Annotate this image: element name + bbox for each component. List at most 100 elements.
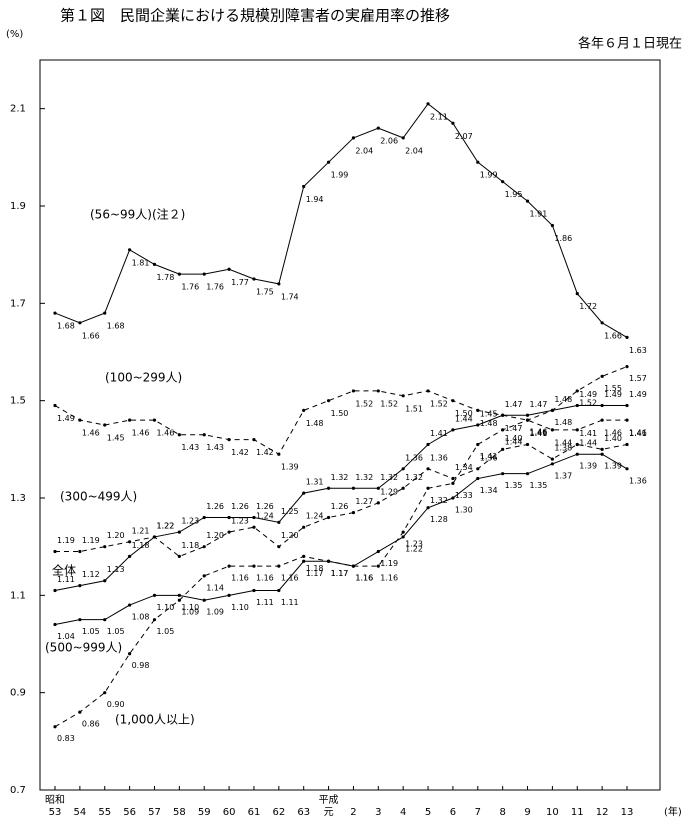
point: [426, 102, 430, 106]
point: [625, 442, 629, 447]
y-unit: (%): [6, 29, 23, 40]
series-label: (56~99人)(注２): [90, 207, 185, 222]
point: [351, 486, 356, 490]
value-label: 1.05: [107, 627, 125, 636]
x-tick-label: 5: [425, 807, 431, 818]
point: [277, 545, 281, 549]
value-label: 1.48: [480, 419, 498, 428]
y-tick-label: 0.9: [10, 688, 26, 699]
x-tick-label: 63: [297, 807, 310, 818]
point: [525, 413, 530, 417]
value-label: 1.44: [579, 438, 597, 447]
point: [326, 399, 331, 403]
value-label: 1.41: [430, 429, 448, 438]
point: [302, 525, 306, 529]
value-label: 0.98: [132, 661, 150, 670]
value-label: 1.46: [156, 429, 174, 438]
plot-frame: [39, 59, 661, 791]
value-label: 1.50: [455, 409, 473, 418]
value-label: 1.46: [82, 429, 100, 438]
point: [78, 549, 82, 554]
point: [600, 321, 604, 325]
point: [376, 564, 380, 568]
point: [600, 374, 604, 378]
value-label: 1.20: [107, 531, 125, 540]
value-label: 1.68: [107, 322, 125, 331]
point: [152, 618, 157, 622]
value-label: 1.46: [604, 429, 622, 438]
point: [103, 691, 107, 695]
value-label: 1.23: [231, 517, 249, 526]
value-label: 2.11: [430, 112, 448, 121]
x-tick-label: 13: [621, 807, 634, 818]
value-label: 1.35: [530, 481, 548, 490]
point: [401, 467, 405, 471]
point: [53, 549, 57, 554]
point: [78, 321, 82, 325]
x-tick-label: 57: [148, 807, 161, 818]
value-label: 1.10: [156, 603, 174, 612]
series-line: [55, 443, 628, 557]
point: [326, 559, 331, 563]
value-label: 1.16: [355, 574, 373, 583]
chart-title: 第１図 民間企業における規模別障害者の実雇用率の推移: [60, 7, 450, 25]
point: [177, 554, 181, 559]
point: [128, 603, 132, 607]
point: [575, 389, 579, 393]
point: [476, 160, 480, 164]
point: [426, 389, 430, 393]
value-label: 1.81: [132, 258, 150, 267]
point: [326, 160, 331, 164]
value-label: 1.47: [505, 400, 523, 409]
point: [53, 311, 57, 315]
value-label: 1.51: [405, 404, 423, 413]
value-label: 1.34: [480, 486, 498, 495]
value-label: 1.55: [604, 384, 622, 393]
y-tick-label: 1.9: [10, 201, 26, 212]
value-label: 1.99: [331, 171, 349, 180]
value-label: 1.24: [256, 512, 274, 521]
value-label: 1.52: [430, 399, 448, 408]
value-label: 1.32: [331, 473, 349, 482]
value-label: 1.40: [505, 434, 523, 443]
series-label: (1,000人以上): [115, 713, 195, 727]
point: [78, 710, 82, 714]
value-label: 1.48: [554, 418, 572, 427]
x-tick-label: 58: [173, 807, 186, 818]
point: [277, 282, 281, 286]
value-label: 1.48: [306, 419, 324, 428]
point: [53, 725, 57, 729]
value-label: 1.09: [181, 608, 199, 617]
point: [128, 418, 132, 422]
point: [575, 403, 579, 408]
point: [78, 418, 82, 422]
point: [302, 408, 306, 412]
point: [152, 418, 157, 422]
value-label: 1.16: [231, 574, 249, 583]
point: [376, 486, 380, 490]
point: [227, 267, 231, 271]
point: [451, 481, 455, 485]
value-label: 1.18: [181, 541, 199, 550]
point: [501, 180, 505, 184]
value-label: 1.49: [579, 390, 597, 399]
value-label: 1.22: [405, 544, 423, 553]
point: [202, 515, 206, 520]
value-label: 1.04: [57, 632, 75, 641]
point: [202, 433, 206, 437]
value-label: 1.26: [331, 502, 349, 511]
value-label: 1.37: [554, 471, 572, 480]
value-label: 1.12: [82, 570, 100, 579]
point: [128, 540, 132, 544]
value-label: 1.19: [380, 559, 398, 568]
point: [476, 408, 480, 412]
value-label: 1.52: [380, 399, 398, 408]
series-line: [54, 453, 628, 626]
value-label: 1.32: [430, 496, 448, 505]
value-label: 1.44: [505, 437, 523, 446]
point: [152, 262, 157, 266]
series-label: 全体: [52, 563, 76, 578]
point: [625, 403, 629, 408]
point: [525, 418, 530, 422]
value-label: 1.45: [107, 434, 125, 443]
